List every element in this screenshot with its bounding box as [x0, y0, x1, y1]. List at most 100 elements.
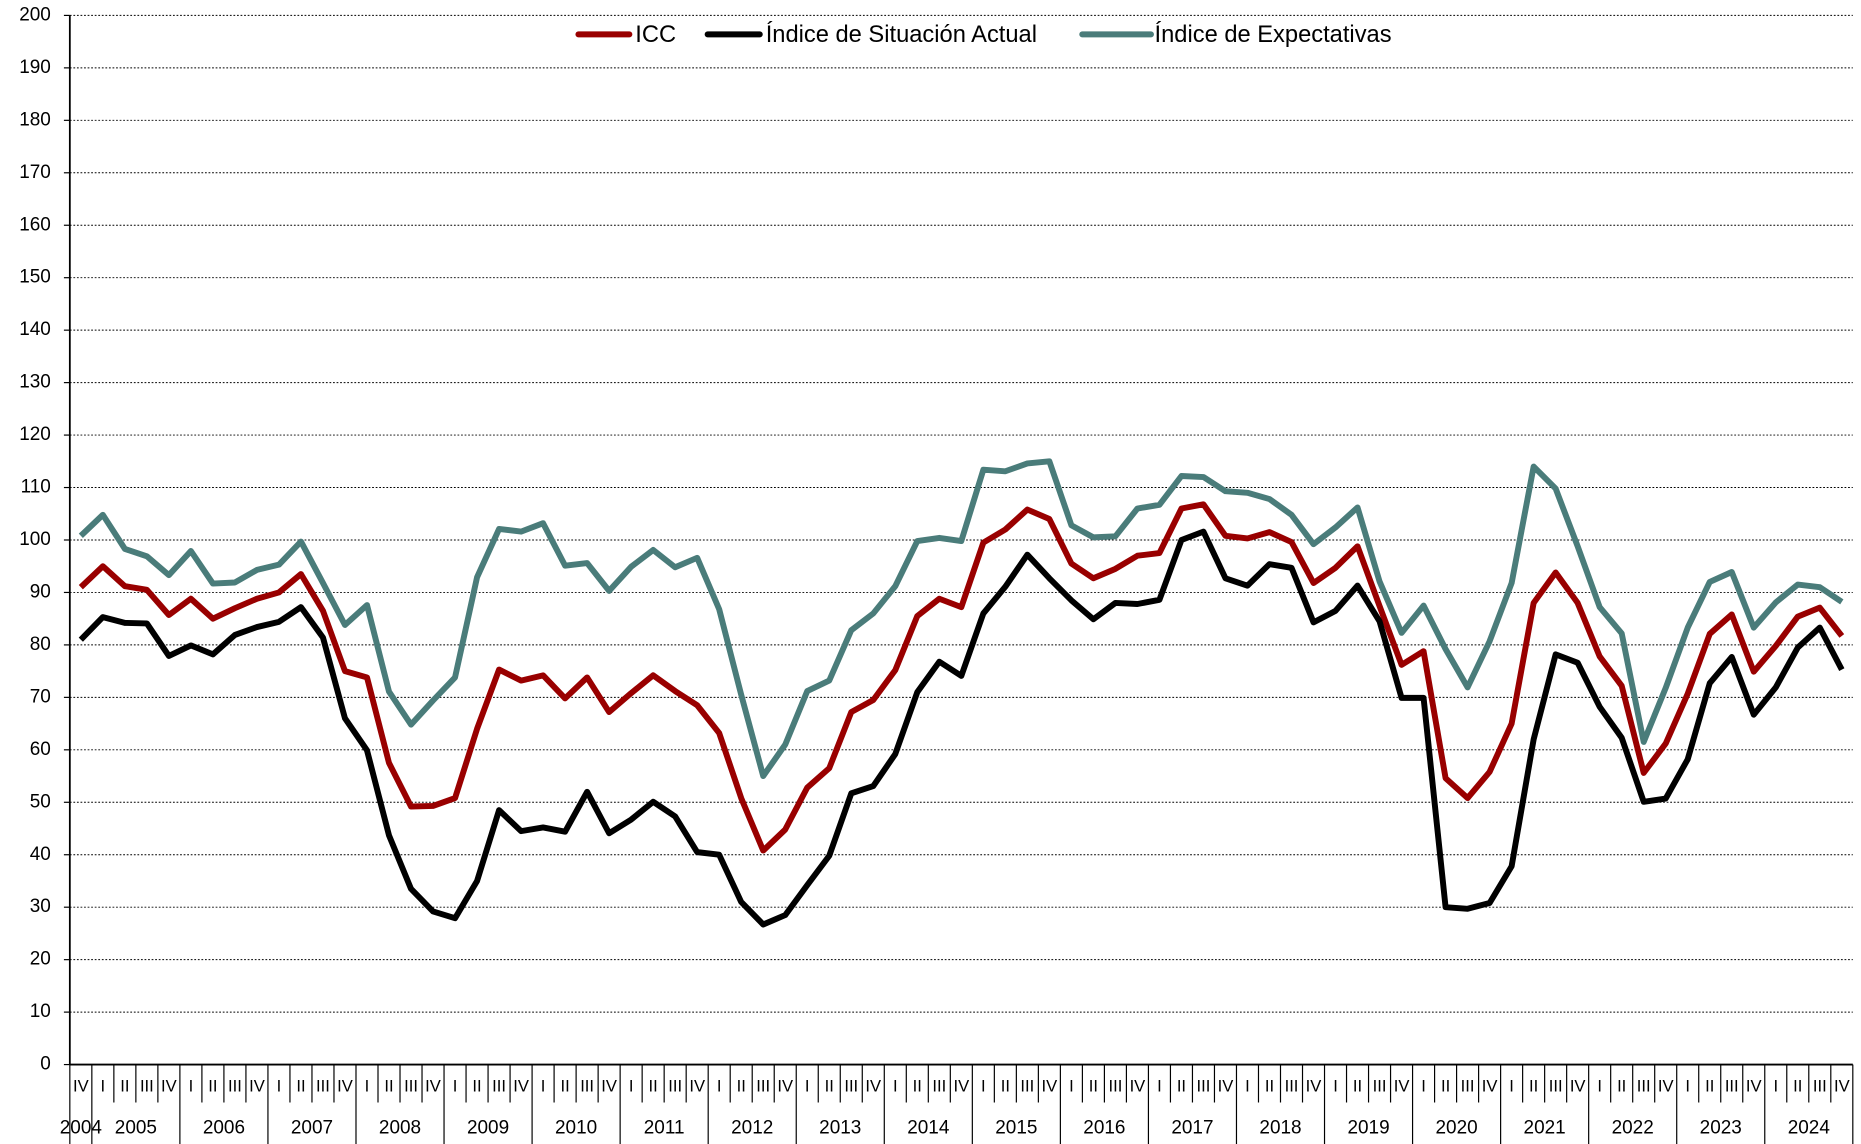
y-tick-label: 50 [30, 791, 51, 812]
x-tick-label: III [1549, 1076, 1563, 1095]
legend-label: Índice de Expectativas [1155, 21, 1392, 48]
x-group-label: 2011 [644, 1118, 685, 1139]
x-group-label: 2006 [203, 1118, 245, 1139]
y-tick-label: 140 [19, 319, 51, 340]
x-tick-label: III [1373, 1076, 1387, 1095]
x-tick-label: I [277, 1076, 282, 1095]
x-tick-label: IV [865, 1076, 881, 1095]
x-group-label: 2021 [1524, 1118, 1566, 1139]
x-tick-label: II [1617, 1076, 1626, 1095]
x-tick-label: III [756, 1076, 770, 1095]
x-tick-label: I [541, 1076, 546, 1095]
x-group-label: 2023 [1700, 1118, 1742, 1139]
x-tick-label: III [404, 1076, 418, 1095]
legend-label: ICC [635, 22, 676, 48]
x-group-label: 2018 [1259, 1118, 1301, 1139]
y-tick-label: 30 [30, 896, 51, 917]
x-tick-label: II [296, 1076, 305, 1095]
x-tick-label: III [140, 1076, 154, 1095]
x-tick-label: III [1197, 1076, 1211, 1095]
x-group-label: 2014 [907, 1118, 949, 1139]
x-tick-label: II [1441, 1076, 1450, 1095]
y-tick-label: 120 [19, 424, 51, 445]
x-tick-label: II [825, 1076, 834, 1095]
x-tick-label: IV [953, 1076, 969, 1095]
x-tick-label: III [1725, 1076, 1739, 1095]
x-tick-label: IV [161, 1076, 177, 1095]
x-group-label: 2009 [467, 1118, 509, 1139]
x-group-label: 2010 [555, 1118, 597, 1139]
x-tick-label: IV [249, 1076, 265, 1095]
x-tick-label: I [981, 1076, 986, 1095]
x-tick-label: II [472, 1076, 481, 1095]
x-group-label: 2013 [819, 1118, 861, 1139]
x-tick-label: II [1001, 1076, 1010, 1095]
y-tick-label: 150 [19, 267, 51, 288]
x-tick-label: I [1773, 1076, 1778, 1095]
y-tick-label: 200 [19, 4, 51, 25]
x-group-label: 2024 [1788, 1118, 1830, 1139]
x-tick-label: II [1529, 1076, 1538, 1095]
x-tick-label: III [228, 1076, 242, 1095]
x-tick-label: II [1705, 1076, 1714, 1095]
x-tick-label: III [580, 1076, 594, 1095]
x-tick-label: III [316, 1076, 330, 1095]
x-tick-label: II [1089, 1076, 1098, 1095]
x-tick-label: IV [1570, 1076, 1586, 1095]
x-tick-label: II [1353, 1076, 1362, 1095]
x-tick-label: II [208, 1076, 217, 1095]
x-tick-label: III [1461, 1076, 1475, 1095]
x-group-label: 2007 [291, 1118, 333, 1139]
x-tick-label: I [805, 1076, 810, 1095]
x-tick-label: I [1509, 1076, 1514, 1095]
y-tick-label: 170 [19, 162, 51, 183]
x-tick-label: III [1020, 1076, 1034, 1095]
x-tick-label: II [1793, 1076, 1802, 1095]
x-tick-label: I [1421, 1076, 1426, 1095]
x-group-label: 2004 [60, 1118, 102, 1139]
y-tick-label: 10 [30, 1001, 51, 1022]
x-tick-label: III [844, 1076, 858, 1095]
x-group-label: 2019 [1347, 1118, 1389, 1139]
series-line [78, 458, 1844, 780]
x-group-label: 2016 [1083, 1118, 1125, 1139]
x-tick-label: III [1285, 1076, 1299, 1095]
x-tick-label: III [932, 1076, 946, 1095]
x-tick-label: IV [513, 1076, 529, 1095]
x-group-label: 2017 [1171, 1118, 1213, 1139]
x-tick-label: IV [337, 1076, 353, 1095]
x-tick-label: II [913, 1076, 922, 1095]
x-tick-label: I [453, 1076, 458, 1095]
series-line [78, 501, 1845, 854]
x-tick-label: IV [601, 1076, 617, 1095]
x-tick-label: IV [1130, 1076, 1146, 1095]
y-tick-label: 60 [30, 739, 51, 760]
y-tick-label: 90 [30, 581, 51, 602]
x-tick-label: II [737, 1076, 746, 1095]
x-tick-label: IV [1394, 1076, 1410, 1095]
y-tick-label: 160 [19, 214, 51, 235]
x-tick-label: II [1177, 1076, 1186, 1095]
x-tick-label: I [629, 1076, 634, 1095]
x-tick-label: II [649, 1076, 658, 1095]
y-tick-label: 40 [30, 844, 51, 865]
x-tick-label: IV [1746, 1076, 1762, 1095]
x-tick-label: IV [1658, 1076, 1674, 1095]
y-tick-label: 180 [19, 109, 51, 130]
x-tick-label: I [1685, 1076, 1690, 1095]
y-tick-label: 100 [19, 529, 51, 550]
x-tick-label: IV [777, 1076, 793, 1095]
x-tick-label: I [1157, 1076, 1162, 1095]
x-tick-label: IV [425, 1076, 441, 1095]
x-tick-label: I [1069, 1076, 1074, 1095]
x-tick-label: IV [73, 1076, 89, 1095]
x-tick-label: III [668, 1076, 682, 1095]
x-tick-label: II [120, 1076, 129, 1095]
x-tick-label: I [717, 1076, 722, 1095]
x-tick-label: II [1265, 1076, 1274, 1095]
x-group-label: 2008 [379, 1118, 421, 1139]
x-tick-label: IV [1306, 1076, 1322, 1095]
x-group-label: 2022 [1612, 1118, 1654, 1139]
x-group-label: 2012 [731, 1118, 773, 1139]
